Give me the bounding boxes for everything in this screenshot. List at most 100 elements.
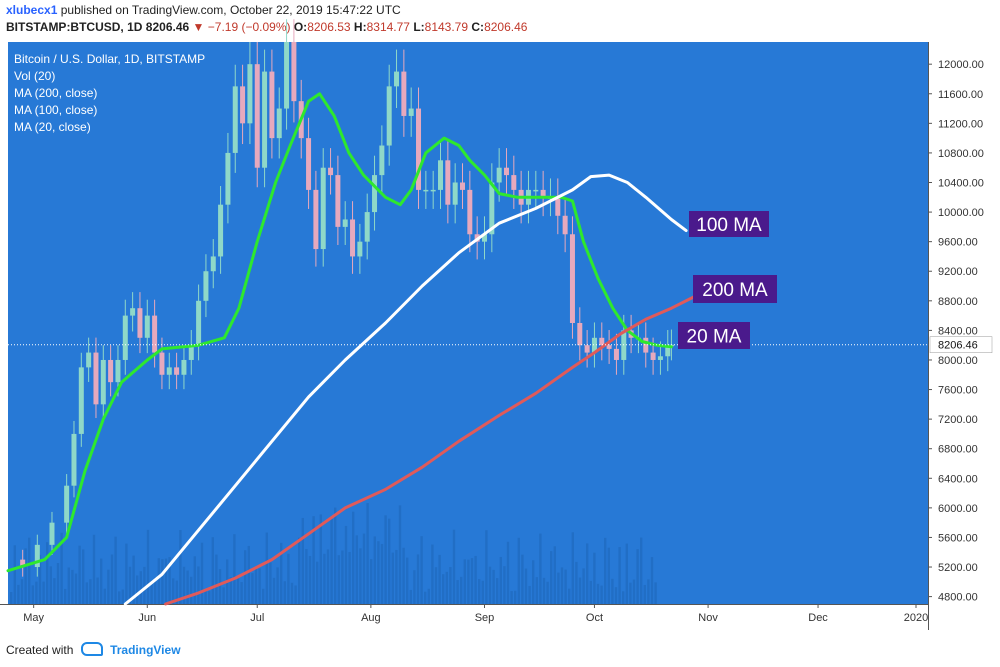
volume-bar (172, 578, 175, 604)
x-tick-label: Sep (475, 612, 495, 624)
candle-body (591, 337, 597, 353)
tradingview-logo-icon (80, 642, 103, 656)
volume-bar (388, 518, 391, 604)
candle-body (503, 167, 509, 176)
close-value: 8206.46 (484, 20, 528, 34)
published-text: published on TradingView.com, October 22… (60, 3, 401, 17)
y-tick-label: 10400.00 (938, 178, 984, 190)
low-value: 8143.79 (424, 20, 469, 34)
volume-bar (341, 550, 344, 604)
volume-bar (132, 555, 135, 604)
ma-annotation: 20 MA (678, 322, 750, 349)
candle-body (247, 64, 253, 124)
volume-bar (146, 529, 150, 604)
volume-bar (42, 581, 45, 604)
volume-bar (582, 568, 585, 604)
candle-body (284, 42, 290, 109)
volume-bar (107, 569, 110, 604)
footer: Created with TradingView (6, 642, 181, 657)
candle-body (584, 345, 590, 353)
volume-bar (589, 580, 592, 604)
volume-bar (240, 582, 243, 604)
candle-body (144, 315, 150, 338)
ma-annotation-text: 20 MA (687, 327, 742, 348)
candle-body (71, 433, 77, 486)
volume-bar (427, 588, 430, 604)
left-margin (0, 42, 8, 604)
candle-body (86, 352, 92, 368)
volume-bar (269, 562, 272, 604)
volume-bar (236, 578, 240, 604)
ma-annotation-text: 100 MA (696, 215, 762, 236)
candle-body (254, 64, 260, 168)
volume-bar (438, 554, 441, 604)
price-axis-pane (928, 42, 996, 630)
candle-body (379, 145, 385, 176)
ma100-line (123, 173, 688, 606)
volume-bar (143, 566, 146, 604)
volume-bar (258, 568, 261, 604)
volume-bar (89, 579, 92, 604)
volume-bar (200, 542, 204, 604)
candle-body (657, 356, 663, 360)
volume-bar (28, 537, 31, 604)
candle-body (372, 175, 378, 213)
volume-bar (301, 517, 304, 604)
username-link[interactable]: xlubecx1 (6, 3, 58, 17)
volume-bar (514, 590, 517, 604)
volume-bar (31, 585, 34, 604)
candle-body (218, 204, 224, 257)
volume-bar (640, 537, 643, 604)
volume-bar (35, 581, 38, 604)
candle-body (350, 219, 356, 257)
candle-body (357, 241, 363, 257)
volume-bar (575, 561, 578, 604)
volume-bar (406, 557, 409, 604)
last-price: 8206.46 (145, 20, 190, 34)
volume-bar (456, 580, 459, 604)
y-tick-label: 5600.00 (938, 532, 978, 544)
candle-body (364, 212, 370, 242)
last-price-tag (929, 336, 993, 353)
x-tick-label: Nov (698, 612, 718, 624)
volume-bar (442, 574, 445, 604)
volume-bar (74, 573, 78, 604)
publish-info: xlubecx1 published on TradingView.com, O… (6, 3, 401, 17)
candle-body (122, 315, 128, 360)
y-tick-label: 10800.00 (938, 148, 984, 160)
candle-body (511, 175, 517, 190)
volume-bar (305, 549, 308, 604)
tradingview-brand[interactable]: TradingView (110, 643, 181, 657)
volume-bar (208, 591, 211, 604)
legend-item: MA (20, close) (14, 120, 91, 134)
volume-bar (578, 577, 582, 604)
volume-bar (38, 554, 42, 604)
change-text: −7.19 (−0.09%) (207, 20, 291, 34)
volume-bar (175, 580, 178, 604)
y-tick-label: 7600.00 (938, 385, 978, 397)
y-tick-label: 11200.00 (938, 118, 983, 130)
volume-bar (362, 533, 366, 604)
volume-bar (110, 554, 114, 604)
volume-bar (546, 581, 549, 604)
volume-bar (452, 529, 456, 604)
volume-bar (179, 529, 182, 604)
candle-body (93, 352, 99, 405)
legend-item: Vol (20) (14, 69, 55, 83)
volume-bar (377, 541, 380, 604)
candle-body (665, 345, 671, 357)
ma-annotation: 100 MA (689, 211, 769, 237)
volume-bar (13, 545, 16, 604)
candle-body (276, 108, 282, 139)
volume-bar (247, 545, 250, 604)
volume-bar (218, 569, 222, 604)
volume-bar (53, 578, 56, 604)
volume-bar (215, 554, 218, 604)
volume-bar (586, 543, 589, 604)
candle-body (20, 559, 26, 568)
candle-body (496, 167, 502, 183)
volume-bar (571, 532, 574, 604)
volume-bar (366, 503, 369, 604)
volume-bar (510, 591, 513, 604)
